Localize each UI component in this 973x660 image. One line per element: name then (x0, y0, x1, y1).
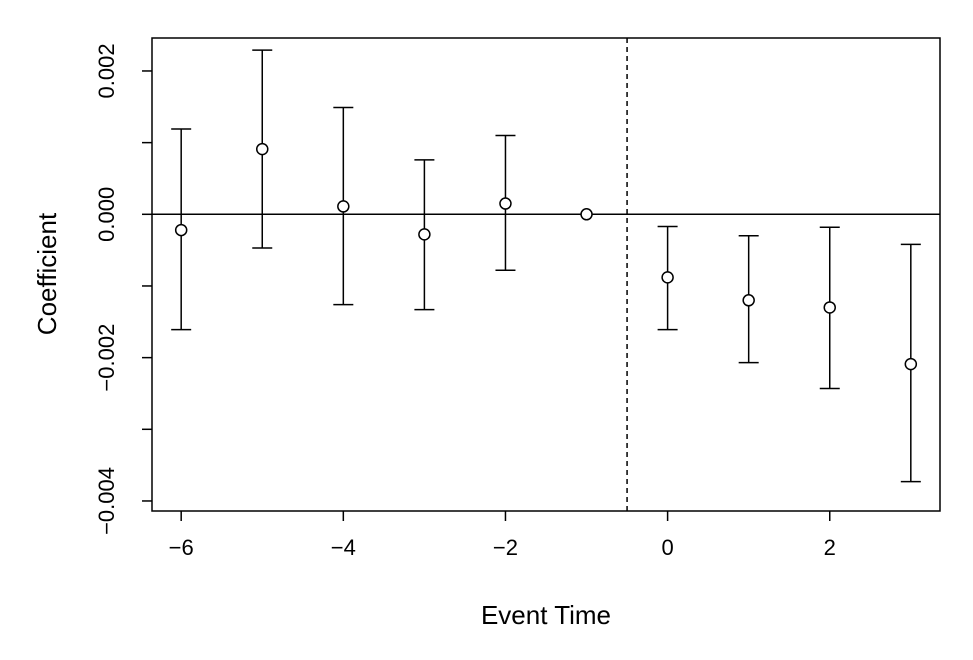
y-tick-label: −0.002 (94, 324, 119, 392)
data-point (742, 294, 755, 307)
data-point (661, 271, 674, 284)
data-point (904, 357, 918, 371)
data-point (337, 200, 350, 213)
x-tick-label: −2 (493, 535, 518, 560)
y-axis-title: Coefficient (32, 212, 62, 335)
plot-frame (151, 37, 941, 512)
y-tick-label: 0.000 (94, 187, 119, 242)
y-axis: −0.004 −0.002 0.000 0.002 (94, 43, 152, 535)
x-tick-label: 2 (824, 535, 836, 560)
data-point (256, 142, 269, 156)
y-tick-label: 0.002 (94, 43, 119, 98)
x-axis-title: Event Time (481, 600, 611, 630)
data-point (418, 228, 431, 241)
data-point (499, 197, 512, 210)
x-axis: −6 −4 −2 0 2 (169, 511, 836, 560)
y-tick-label: −0.004 (94, 467, 119, 535)
point-estimates (174, 142, 918, 371)
x-tick-label: −6 (169, 535, 194, 560)
error-bars (171, 49, 921, 483)
x-tick-label: 0 (661, 535, 673, 560)
data-point (580, 208, 593, 221)
x-tick-label: −4 (331, 535, 356, 560)
data-point (174, 223, 188, 237)
data-point (823, 301, 836, 314)
